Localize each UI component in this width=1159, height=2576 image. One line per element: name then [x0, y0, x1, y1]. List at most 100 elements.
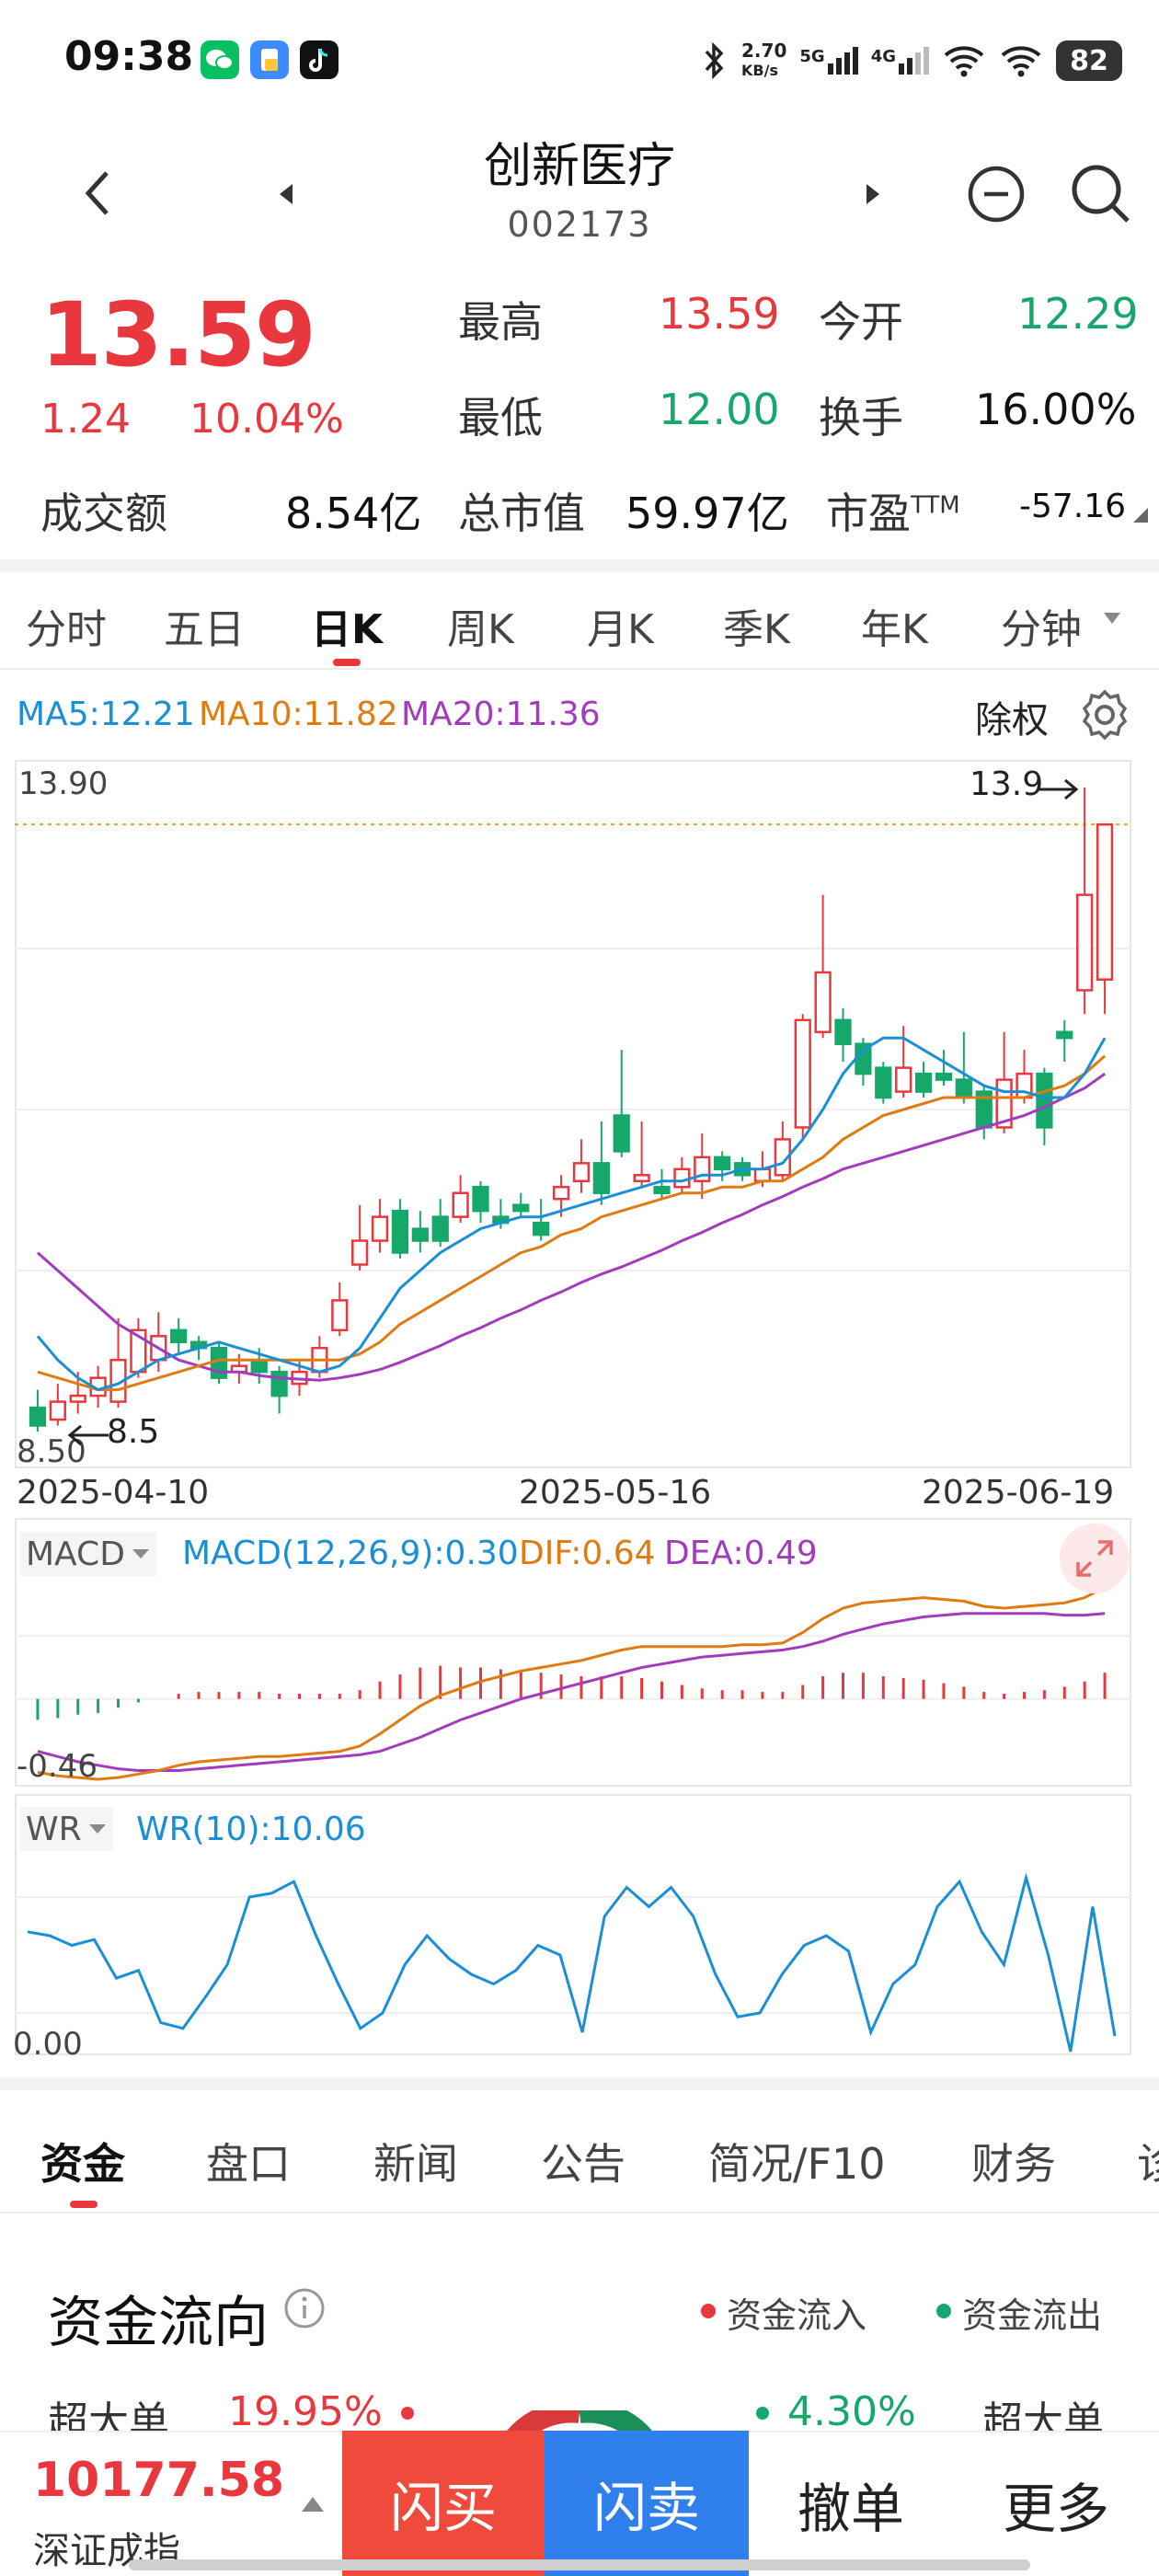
candle-body — [935, 1072, 953, 1081]
battery-icon: 82 — [1056, 40, 1122, 81]
wr-selector[interactable]: WR — [20, 1807, 113, 1851]
candle-body — [431, 1215, 449, 1242]
tab-funds[interactable]: 资金 — [40, 2139, 125, 2189]
cancel-order-button[interactable]: 撤单 — [749, 2431, 953, 2576]
chevron-down-icon[interactable] — [1102, 611, 1122, 626]
pe-more-icon[interactable] — [1133, 508, 1148, 523]
candle-body — [794, 1018, 811, 1129]
wr-line — [27, 1872, 1117, 2053]
turnover-value: 16.00% — [975, 385, 1137, 434]
candle-body — [452, 1191, 469, 1218]
funds-right-value: 4.30% — [787, 2388, 916, 2435]
candle-body — [673, 1167, 691, 1189]
dea-value: DEA:0.49 — [664, 1535, 818, 1572]
tab-yuek[interactable]: 月K — [587, 606, 654, 653]
tab-fenshi[interactable]: 分时 — [26, 606, 107, 653]
wifi-icon — [944, 46, 984, 77]
next-stock-icon[interactable] — [861, 180, 883, 208]
candle-body — [1096, 822, 1114, 981]
candle-body — [1076, 893, 1094, 992]
candle-body — [753, 1167, 772, 1183]
candle-body — [633, 1174, 650, 1183]
search-icon[interactable] — [1069, 162, 1133, 226]
back-icon[interactable] — [79, 166, 116, 221]
funds-title: 资金流向 — [48, 2291, 269, 2355]
macd-selector[interactable]: MACD — [20, 1532, 156, 1576]
ma5-line — [36, 1036, 1107, 1392]
tab-finance[interactable]: 财务 — [971, 2139, 1056, 2189]
flash-sell-button[interactable]: 闪卖 — [545, 2431, 749, 2576]
tab-niank[interactable]: 年K — [861, 606, 928, 653]
chevron-up-icon — [302, 2497, 324, 2512]
price-change: 1.24 — [40, 396, 131, 443]
trough-label: 8.5 — [107, 1413, 160, 1451]
high-value: 13.59 — [659, 289, 780, 339]
open-value: 12.29 — [1017, 289, 1139, 339]
info-icon[interactable] — [281, 2285, 327, 2331]
candle-body — [270, 1370, 288, 1397]
wr-chart[interactable] — [15, 1794, 1131, 2055]
candle-body — [1036, 1072, 1053, 1129]
wr-value: WR(10):10.06 — [136, 1811, 366, 1848]
wr-frame — [15, 1794, 1131, 2055]
ma20-legend: MA20:11.36 — [401, 696, 601, 733]
amount-label: 成交额 — [40, 489, 167, 538]
candle-body — [592, 1162, 610, 1194]
candle-body — [875, 1066, 892, 1099]
date-tick-2: 2025-06-19 — [922, 1474, 1115, 1512]
ma10-legend: MA10:11.82 — [199, 696, 398, 733]
macd-chart[interactable] — [15, 1518, 1131, 1787]
tab-fenzhong[interactable]: 分钟 — [1001, 606, 1082, 653]
low-value: 12.00 — [659, 385, 780, 434]
home-indicator — [129, 2559, 1030, 2570]
candle-body — [49, 1400, 66, 1421]
expand-button[interactable] — [1060, 1524, 1130, 1593]
peak-label: 13.9 — [970, 765, 1044, 803]
funds-left-dot — [401, 2407, 414, 2420]
status-time: 09:38 — [64, 33, 194, 80]
dif-value: DIF:0.64 — [519, 1535, 656, 1572]
tab-profile[interactable]: 简况/F10 — [708, 2139, 886, 2189]
tab-news[interactable]: 新闻 — [373, 2139, 458, 2189]
gear-icon[interactable] — [1076, 686, 1133, 743]
kline-chart[interactable] — [15, 760, 1131, 1468]
peak-arrow-icon — [1038, 778, 1079, 800]
tab-rik[interactable]: 日K — [311, 606, 384, 653]
tab-diagnosis[interactable]: 诊 — [1137, 2139, 1159, 2189]
ma10-line — [37, 1054, 1107, 1392]
divider-3 — [0, 2212, 1159, 2214]
current-price: 13.59 — [40, 283, 316, 386]
candle-body — [613, 1114, 630, 1153]
outflow-legend-dot — [936, 2304, 951, 2318]
prev-stock-icon[interactable] — [276, 180, 298, 208]
flash-buy-button[interactable]: 闪买 — [342, 2431, 545, 2576]
remove-watch-icon[interactable] — [966, 164, 1027, 224]
candle-body — [572, 1162, 591, 1183]
index-widget[interactable]: 10177.58 深证成指 — [0, 2431, 342, 2576]
status-bar: 09:38 2.70 KB/s 5G 4G 82 — [0, 0, 1159, 120]
tab-announcements[interactable]: 公告 — [541, 2139, 625, 2189]
tab-pankou[interactable]: 盘口 — [206, 2139, 291, 2189]
adjust-button[interactable]: 除权 — [975, 699, 1049, 742]
tab-wuri[interactable]: 五日 — [164, 606, 245, 653]
candle-body — [69, 1394, 86, 1403]
inflow-legend: 资金流入 — [727, 2295, 867, 2336]
mktcap-label: 总市值 — [458, 489, 585, 538]
tiktok-icon — [300, 40, 339, 79]
candle-body — [1056, 1030, 1073, 1040]
kline-chart-frame — [15, 760, 1131, 1468]
signal-4g-icon: 4G — [871, 47, 929, 75]
tab-jik[interactable]: 季K — [723, 606, 790, 653]
trough-arrow-icon — [67, 1424, 109, 1446]
active-info-tab-indicator — [70, 2201, 98, 2208]
candle-body — [391, 1209, 409, 1254]
candle-body — [512, 1203, 530, 1213]
high-label: 最高 — [458, 297, 543, 347]
y-axis-high: 13.90 — [18, 765, 109, 802]
candle-body — [814, 971, 832, 1033]
tab-zhouk[interactable]: 周K — [447, 606, 514, 653]
macd-value: MACD(12,26,9):0.30 — [182, 1535, 519, 1572]
ma20-line — [36, 1072, 1106, 1382]
more-button[interactable]: 更多 — [953, 2431, 1159, 2576]
candle-body — [955, 1078, 972, 1099]
